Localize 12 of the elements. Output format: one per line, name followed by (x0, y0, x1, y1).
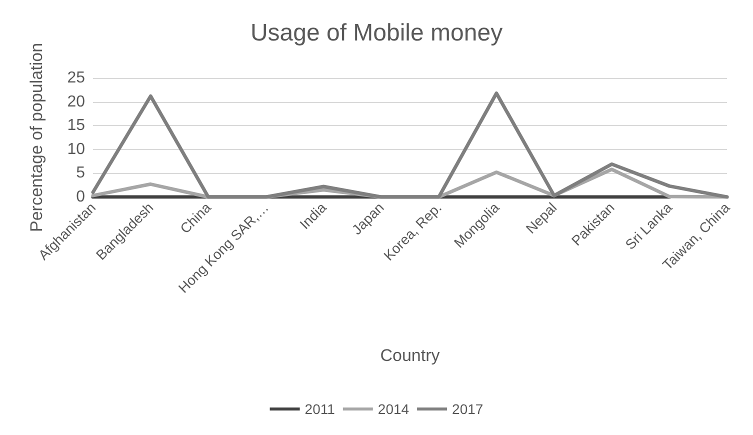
legend-label: 2011 (304, 401, 336, 417)
y-tick-label: 25 (67, 70, 86, 86)
legend-label: 2014 (378, 401, 410, 417)
y-tick-label: 15 (67, 117, 86, 134)
y-tick-label: 0 (76, 188, 86, 206)
y-tick-label: 10 (67, 140, 86, 158)
y-tick-label: 5 (76, 164, 86, 182)
legend-label: 2017 (452, 401, 484, 417)
chart-title: Usage of Mobile money (250, 20, 503, 46)
x-axis-title: Country (380, 346, 440, 365)
line-series (91, 91, 729, 199)
y-tick-label: 20 (67, 93, 86, 110)
